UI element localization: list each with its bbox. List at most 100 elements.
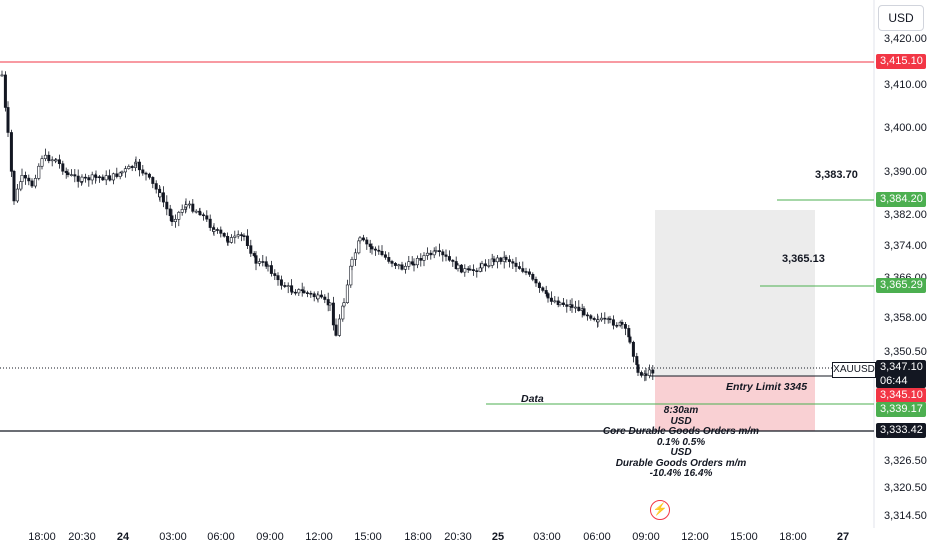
support-price-tag: 3,333.42 xyxy=(876,423,926,438)
candle-body xyxy=(87,177,91,181)
candle-body xyxy=(323,296,327,300)
x-axis-label: 12:00 xyxy=(305,531,333,543)
candle-body xyxy=(191,203,195,212)
event-values: 0.1% 0.5% xyxy=(656,436,706,448)
candle-body xyxy=(585,314,589,317)
candle-body xyxy=(61,163,65,172)
candle-body xyxy=(97,176,101,179)
candle-body xyxy=(269,265,273,274)
candle-body xyxy=(50,159,54,162)
x-axis-label: 12:00 xyxy=(681,531,709,543)
candle-body xyxy=(570,304,574,308)
candle-body xyxy=(12,170,16,202)
candle-body xyxy=(201,214,205,217)
candle-body xyxy=(337,318,341,336)
candle-body xyxy=(240,234,244,236)
candle-body xyxy=(286,285,290,287)
candle-body xyxy=(47,154,51,162)
event-values: -10.4% 16.4% xyxy=(649,468,713,479)
current-price-tag: 3,347.10 06:44 xyxy=(876,360,926,388)
candle-body xyxy=(447,256,451,261)
symbol-label: XAUUSD xyxy=(832,362,876,378)
x-axis-label: 09:00 xyxy=(256,531,284,543)
candle-body xyxy=(127,166,131,169)
candle-body xyxy=(623,324,627,329)
x-axis-label: 06:00 xyxy=(583,531,611,543)
candle-body xyxy=(205,215,209,220)
candle-body xyxy=(507,259,511,262)
candle-body xyxy=(43,154,47,159)
candle-body xyxy=(319,294,323,298)
currency-button[interactable]: USD xyxy=(878,5,924,31)
candle-body xyxy=(326,299,330,306)
candle-body xyxy=(57,159,61,165)
candle-body xyxy=(147,173,151,178)
y-axis-label: 3,358.00 xyxy=(884,312,927,324)
candle-body xyxy=(387,257,391,262)
candle-body xyxy=(383,254,387,258)
candle-body xyxy=(644,373,648,376)
candle-body xyxy=(341,305,345,320)
candle-body xyxy=(111,173,115,181)
candle-body xyxy=(415,258,419,266)
candle-body xyxy=(40,158,44,167)
candle-body xyxy=(599,317,603,321)
candle-body xyxy=(380,250,384,256)
candle-body xyxy=(353,252,357,260)
event-title: Durable Goods Orders m/m xyxy=(615,457,747,469)
x-axis-label: 09:00 xyxy=(632,531,660,543)
y-axis-label: 3,420.00 xyxy=(884,33,927,45)
candle-body xyxy=(283,285,287,287)
candle-body xyxy=(144,172,148,175)
candle-body xyxy=(549,297,553,302)
candle-body xyxy=(517,266,521,269)
x-axis-label: 18:00 xyxy=(28,531,56,543)
candle-body xyxy=(558,302,562,306)
candle-body xyxy=(54,159,58,162)
y-axis-label: 3,374.00 xyxy=(884,240,927,252)
candle-body xyxy=(184,204,188,208)
y-axis-label: 3,320.50 xyxy=(884,482,927,494)
candle-body xyxy=(108,178,112,181)
candle-body xyxy=(544,290,548,294)
candle-body xyxy=(651,369,655,374)
x-axis-label: 25 xyxy=(491,531,505,543)
candle-body xyxy=(252,253,256,256)
candle-body xyxy=(0,74,4,77)
x-axis-label: 03:00 xyxy=(159,531,187,543)
candle-body xyxy=(451,259,455,262)
candle-body xyxy=(475,270,479,272)
candle-body xyxy=(226,235,230,242)
x-axis-label: 18:00 xyxy=(779,531,807,543)
candle-body xyxy=(302,290,306,293)
candle-body xyxy=(104,175,108,181)
candle-body xyxy=(553,300,557,303)
candle-body xyxy=(403,265,407,270)
candle-body xyxy=(437,250,441,253)
candle-body xyxy=(242,235,246,237)
x-axis-label: 03:00 xyxy=(533,531,561,543)
candle-body xyxy=(312,293,316,298)
candle-body xyxy=(134,162,138,168)
candle-body xyxy=(410,261,414,265)
candle-body xyxy=(561,302,565,305)
economic-event-note: 8:30am USD Core Durable Goods Orders m/m… xyxy=(600,405,762,480)
candle-body xyxy=(123,168,127,173)
candle-body xyxy=(290,285,294,292)
resistance-price-tag: 3,415.10 xyxy=(876,54,926,69)
candle-body xyxy=(487,265,491,267)
lightning-icon[interactable]: ⚡ xyxy=(650,500,670,520)
candle-body xyxy=(245,235,249,246)
candle-body xyxy=(264,261,268,267)
candle-body xyxy=(137,161,141,171)
candle-body xyxy=(495,257,499,263)
candle-body xyxy=(208,218,212,228)
event-currency: USD xyxy=(670,447,692,458)
candle-body xyxy=(187,203,191,206)
candle-body xyxy=(377,249,381,252)
candle-body xyxy=(514,262,518,267)
candle-body xyxy=(154,183,158,190)
candle-body xyxy=(305,292,309,294)
candle-body xyxy=(141,169,145,174)
